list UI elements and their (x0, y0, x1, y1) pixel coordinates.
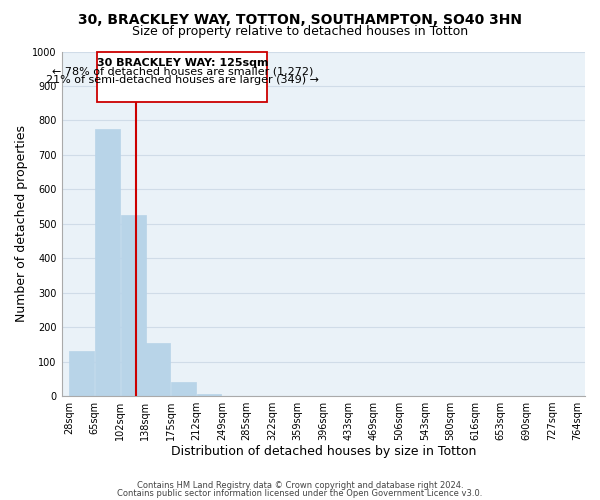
Bar (70, 351, 94, 396)
X-axis label: Distribution of detached houses by size in Totton: Distribution of detached houses by size … (170, 444, 476, 458)
Bar (197, 394, 221, 396)
Text: Contains public sector information licensed under the Open Government Licence v3: Contains public sector information licen… (118, 489, 482, 498)
Bar (121, 215, 146, 396)
Text: Contains HM Land Registry data © Crown copyright and database right 2024.: Contains HM Land Registry data © Crown c… (137, 481, 463, 490)
Text: 30, BRACKLEY WAY, TOTTON, SOUTHAMPTON, SO40 3HN: 30, BRACKLEY WAY, TOTTON, SOUTHAMPTON, S… (78, 12, 522, 26)
Text: ← 78% of detached houses are smaller (1,272): ← 78% of detached houses are smaller (1,… (52, 66, 313, 76)
FancyBboxPatch shape (97, 52, 268, 102)
Text: 21% of semi-detached houses are larger (349) →: 21% of semi-detached houses are larger (… (46, 75, 319, 85)
Bar (95, 129, 120, 396)
Bar (145, 342, 170, 396)
Bar (171, 382, 196, 396)
Text: 30 BRACKLEY WAY: 125sqm: 30 BRACKLEY WAY: 125sqm (97, 58, 268, 68)
Y-axis label: Number of detached properties: Number of detached properties (15, 125, 28, 322)
Text: Size of property relative to detached houses in Totton: Size of property relative to detached ho… (132, 25, 468, 38)
